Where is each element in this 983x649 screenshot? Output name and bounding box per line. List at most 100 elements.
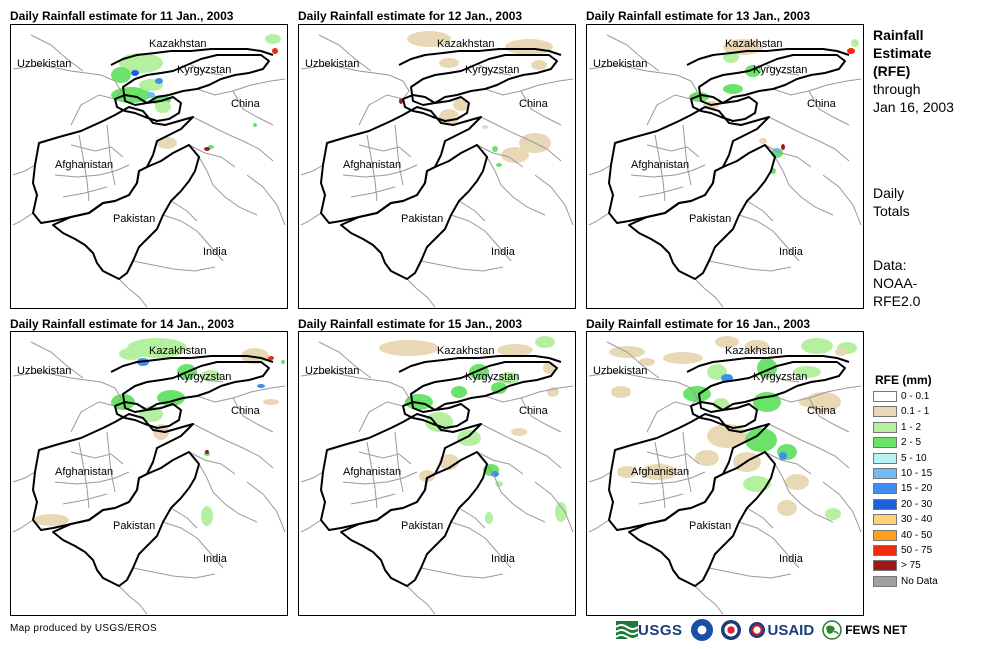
admin-boundary-line xyxy=(420,567,504,579)
admin-boundary-line xyxy=(300,519,322,533)
admin-boundary-line xyxy=(774,463,834,523)
admin-boundary-line xyxy=(768,116,850,162)
rainfall-patch xyxy=(695,450,719,466)
rainfall-patch xyxy=(535,336,555,348)
rainfall-patch xyxy=(492,146,498,152)
legend-title: RFE (mm) xyxy=(875,373,932,387)
map-canvas: Kazakhstan Uzbekistan Kyrgyzstan China Afgha… xyxy=(300,31,574,308)
map-canvas: Kazakhstan Uzbekistan Kyrgyzstan China Afgha… xyxy=(12,338,286,615)
legend-item: 0.1 - 1 xyxy=(873,405,929,418)
rainfall-patch xyxy=(204,147,210,151)
admin-boundary-line xyxy=(588,164,612,176)
rainfall-patch xyxy=(263,399,279,405)
country-outlines xyxy=(320,48,562,280)
map-label-kyrgyzstan: Kyrgyzstan xyxy=(177,64,231,76)
admin-boundary-line xyxy=(114,80,122,100)
legend-item: No Data xyxy=(873,575,938,588)
map-label-afghanistan: Afghanistan xyxy=(343,159,401,171)
legend-label: 5 - 10 xyxy=(901,452,927,464)
side-daily-line-1: Daily xyxy=(873,185,905,201)
legend-item: 5 - 10 xyxy=(873,452,927,465)
rainfall-patch xyxy=(457,430,481,446)
admin-boundary-line xyxy=(638,493,684,505)
admin-boundary-line xyxy=(682,431,692,493)
admin-boundary-line xyxy=(476,451,524,475)
admin-boundary-line xyxy=(708,567,792,579)
kyrgyzstan-outline xyxy=(122,54,270,106)
admin-boundary-line xyxy=(766,371,800,383)
rainfall-patch xyxy=(611,386,631,398)
admin-boundary-line xyxy=(358,94,404,126)
admin-boundary-line xyxy=(246,174,286,226)
admin-boundary-line xyxy=(402,80,410,100)
rainfall-patch xyxy=(257,384,265,388)
side-data-line-1: Data: xyxy=(873,257,907,273)
side-title-line-2: Estimate xyxy=(873,45,932,61)
legend-swatch xyxy=(873,391,897,402)
rainfall-patch xyxy=(793,366,821,378)
admin-boundary-line xyxy=(318,34,372,72)
rainfall-patch xyxy=(272,48,278,54)
rainfall-patch xyxy=(131,70,139,76)
admin-boundary-line xyxy=(300,371,404,389)
legend-item: 2 - 5 xyxy=(873,436,921,449)
legend-label: 40 - 50 xyxy=(901,529,933,541)
rainfall-map-13-jan: Kazakhstan Uzbekistan Kyrgyzstan China Afgha… xyxy=(586,24,864,309)
rainfall-patch xyxy=(715,336,739,348)
legend-label: 15 - 20 xyxy=(901,483,933,495)
admin-boundary-line xyxy=(746,200,774,222)
map-label-china: China xyxy=(519,98,549,110)
legend-swatch xyxy=(873,545,897,556)
admin-boundary-line xyxy=(358,451,412,465)
pakistan-outline xyxy=(628,451,776,587)
admin-boundary-line xyxy=(78,441,90,509)
rainfall-patch xyxy=(451,386,467,398)
admin-boundary-line xyxy=(78,134,90,202)
admin-boundary-line xyxy=(746,507,774,529)
kyrgyzstan-outline xyxy=(410,54,558,106)
admin-boundary-line xyxy=(300,64,404,82)
admin-boundary-line xyxy=(588,471,612,483)
admin-boundary-line xyxy=(768,423,850,469)
rainfall-patch xyxy=(205,450,209,454)
rainfall-patch xyxy=(511,428,527,436)
tajikistan-outline xyxy=(114,401,182,429)
rainfall-patch xyxy=(801,338,833,354)
admin-boundary-line xyxy=(690,80,698,100)
legend-swatch xyxy=(873,406,897,418)
admin-boundary-line xyxy=(196,78,286,96)
rainfall-patch xyxy=(241,348,269,364)
legend-item: 30 - 40 xyxy=(873,513,932,526)
afghanistan-outline xyxy=(608,106,770,224)
admin-boundary-line xyxy=(606,34,660,72)
kyrgyzstan-outline xyxy=(410,361,558,413)
rainfall-patch xyxy=(617,466,637,478)
side-daily-block: Daily Totals xyxy=(873,184,910,220)
admin-boundaries xyxy=(12,341,286,615)
rainfall-map-14-jan: Kazakhstan Uzbekistan Kyrgyzstan China Afgha… xyxy=(10,331,288,616)
map-label-china: China xyxy=(231,405,261,417)
legend-item: 50 - 75 xyxy=(873,544,932,557)
tajikistan-outline xyxy=(114,94,182,122)
admin-boundary-line xyxy=(162,521,224,569)
admin-boundary-line xyxy=(772,385,862,403)
map-label-kyrgyzstan: Kyrgyzstan xyxy=(753,371,807,383)
admin-boundary-line xyxy=(12,519,34,533)
legend-swatch xyxy=(873,575,897,587)
admin-boundary-line xyxy=(188,144,236,168)
admin-boundary-line xyxy=(300,164,324,176)
admin-boundary-line xyxy=(198,156,258,216)
rainfall-patch xyxy=(723,84,743,94)
side-title-block: Rainfall Estimate (RFE) through Jan 16, … xyxy=(873,26,954,116)
map-label-kyrgyzstan: Kyrgyzstan xyxy=(465,64,519,76)
map-canvas: Kazakhstan Uzbekistan Kyrgyzstan China Afgha… xyxy=(588,336,862,615)
admin-boundary-line xyxy=(106,124,116,186)
admin-boundary-line xyxy=(192,116,274,162)
panel-title-5: Daily Rainfall estimate for 15 Jan., 200… xyxy=(298,317,523,331)
panel-title-4: Daily Rainfall estimate for 14 Jan., 200… xyxy=(10,317,235,331)
afghanistan-outline xyxy=(32,106,194,224)
legend-item: 1 - 2 xyxy=(873,421,921,434)
admin-boundary-line xyxy=(114,387,122,407)
rainfall-patch xyxy=(639,358,655,366)
usgs-logo: USGS xyxy=(616,621,683,639)
